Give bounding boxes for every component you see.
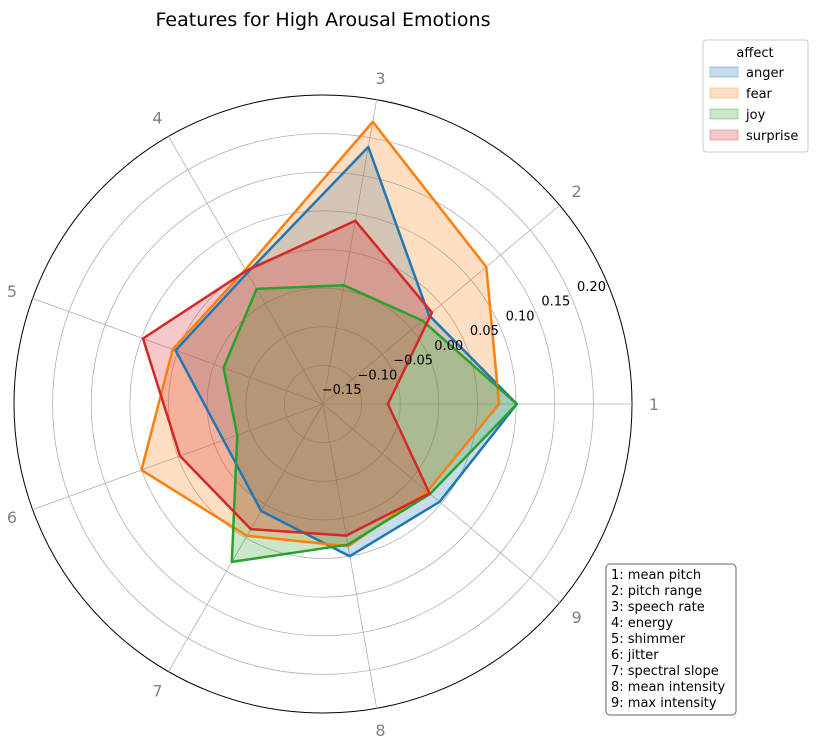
radial-tick-label: −0.10: [357, 368, 397, 383]
radial-tick-label: −0.05: [393, 354, 433, 369]
radar-series: [140, 120, 519, 564]
grid-spoke: [32, 297, 324, 405]
feature-key-line: 7: spectral slope: [611, 664, 719, 679]
legend-swatch-surprise: [709, 129, 739, 141]
feature-key-line: 6: jitter: [611, 648, 659, 663]
feature-key-line: 4: energy: [611, 616, 673, 631]
feature-key-line: 2: pitch range: [611, 584, 702, 599]
legend-swatch-joy: [709, 108, 739, 120]
series-line-joy: [222, 284, 519, 564]
grid-spoke: [168, 403, 324, 672]
series-area-surprise: [143, 220, 432, 536]
radial-tick-label: 0.15: [541, 295, 570, 310]
legend-frame: [702, 39, 809, 153]
legend-items: anger fear joy surprise: [709, 66, 798, 144]
axis-label-4: 4: [152, 108, 162, 127]
feature-key-line: 1: mean pitch: [611, 568, 701, 583]
axis-label-9: 9: [572, 608, 582, 627]
radial-tick-label: 0.05: [470, 324, 499, 339]
radial-tick-label: 0.00: [434, 339, 463, 354]
radial-tick-label: −0.15: [322, 383, 362, 398]
axis-label-8: 8: [375, 721, 385, 740]
chart-title: Features for High Arousal Emotions: [156, 9, 491, 31]
grid-spoke: [322, 205, 560, 405]
radar-grid: [13, 94, 633, 714]
feature-key-frame: [605, 563, 737, 716]
radial-tick-label: 0.10: [506, 309, 535, 324]
legend-label-surprise: surprise: [746, 129, 798, 144]
axis-label-7: 7: [152, 682, 162, 701]
legend-label-fear: fear: [746, 87, 773, 102]
legend-label-joy: joy: [745, 108, 766, 123]
radial-ticks: −0.15−0.10−0.050.00 0.05 0.10 0.15 0.20: [322, 280, 606, 398]
series-line-anger: [174, 145, 519, 558]
legend-swatch-fear: [709, 87, 739, 99]
angular-axis-labels: 1 2 3 4 5 6 7 8 9: [7, 69, 659, 740]
feature-key-line: 3: speech rate: [611, 600, 705, 615]
radial-tick-label: 0.20: [577, 280, 606, 295]
axis-label-1: 1: [649, 395, 659, 414]
legend-swatch-anger: [709, 66, 739, 78]
grid-spoke: [322, 403, 560, 603]
series-area-joy: [223, 285, 517, 562]
legend: affect anger fear joy surprise: [702, 39, 809, 153]
axis-label-3: 3: [375, 69, 385, 88]
series-area-fear: [141, 121, 500, 547]
grid-spoke: [322, 99, 378, 405]
series-line-surprise: [141, 219, 434, 537]
feature-key-line: 9: max intensity: [611, 696, 717, 711]
legend-label-anger: anger: [746, 66, 784, 81]
series-area-anger: [175, 146, 517, 557]
axis-label-2: 2: [572, 182, 582, 201]
feature-key-line: 5: shimmer: [611, 632, 686, 647]
axis-label-5: 5: [7, 282, 17, 301]
grid-spoke: [32, 403, 324, 511]
feature-key-line: 8: mean intensity: [611, 680, 725, 695]
axis-label-6: 6: [7, 508, 17, 527]
legend-title: affect: [736, 46, 773, 61]
